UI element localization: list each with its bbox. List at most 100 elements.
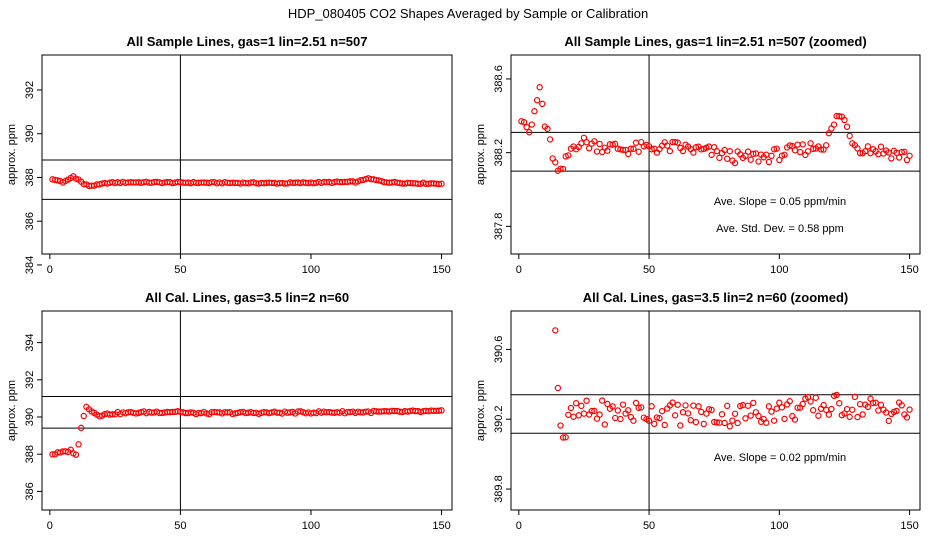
- data-point: [875, 407, 882, 414]
- data-point: [635, 148, 642, 155]
- panel-title: All Sample Lines, gas=1 lin=2.51 n=507: [127, 34, 368, 49]
- y-tick-label: 390: [24, 408, 36, 426]
- data-point: [625, 407, 632, 414]
- y-tick-label: 390: [24, 125, 36, 143]
- y-tick-label: 390.2: [493, 405, 505, 433]
- data-point: [833, 391, 840, 399]
- data-point: [630, 417, 637, 424]
- y-tick-label: 388.6: [493, 65, 505, 93]
- data-point: [794, 141, 801, 148]
- data-point: [744, 402, 752, 409]
- data-point: [799, 400, 806, 408]
- data-point: [614, 407, 622, 414]
- data-point: [674, 401, 681, 408]
- data-point: [687, 417, 694, 424]
- data-point: [700, 420, 707, 428]
- data-point: [809, 145, 817, 153]
- data-point: [708, 151, 715, 159]
- data-point: [666, 147, 674, 155]
- data-point: [843, 405, 851, 413]
- y-axis-label: approx. ppm: [475, 124, 487, 185]
- data-point: [695, 403, 702, 410]
- data-point: [812, 394, 819, 401]
- data-point: [523, 123, 530, 131]
- data-point: [846, 132, 853, 140]
- data-point: [544, 125, 551, 133]
- data-point: [804, 393, 812, 401]
- stat-annotation: Ave. Slope = 0.02 ppm/min: [714, 452, 846, 464]
- data-point: [851, 393, 859, 401]
- data-point: [435, 407, 443, 414]
- data-point: [658, 407, 666, 415]
- data-point: [713, 419, 721, 426]
- panel-sample-lines-zoomed: All Sample Lines, gas=1 lin=2.51 n=507 (…: [475, 34, 921, 276]
- data-point: [877, 143, 885, 150]
- data-point: [765, 158, 773, 166]
- data-point: [841, 116, 848, 124]
- data-point: [565, 152, 572, 159]
- data-point: [729, 417, 736, 424]
- data-point: [679, 408, 687, 416]
- stat-annotation: Ave. Slope = 0.05 ppm/min: [714, 196, 846, 208]
- data-point: [632, 399, 640, 407]
- data-point: [533, 97, 541, 104]
- data-point: [888, 155, 895, 162]
- data-point: [612, 140, 619, 148]
- data-point: [755, 158, 762, 165]
- data-point: [671, 412, 679, 419]
- y-tick-label: 392: [24, 371, 36, 389]
- y-axis-label: approx. ppm: [6, 124, 18, 185]
- data-point: [755, 412, 762, 420]
- data-point: [898, 402, 905, 409]
- data-point: [596, 140, 603, 148]
- stat-annotation: Ave. Std. Dev. = 0.58 ppm: [716, 223, 844, 235]
- data-point: [906, 406, 913, 413]
- x-tick-label: 150: [900, 520, 918, 532]
- data-point: [632, 139, 640, 146]
- panel-title: All Cal. Lines, gas=3.5 lin=2 n=60: [145, 290, 349, 305]
- x-tick-label: 150: [900, 264, 918, 276]
- data-point: [864, 143, 872, 150]
- data-point: [817, 146, 825, 153]
- data-point: [75, 441, 82, 448]
- data-point: [716, 154, 723, 162]
- series-points: [49, 173, 445, 190]
- data-point: [708, 406, 715, 414]
- x-tick-label: 100: [770, 264, 788, 276]
- data-point: [778, 404, 786, 411]
- data-point: [627, 145, 635, 152]
- data-point: [54, 177, 61, 184]
- data-point: [799, 141, 806, 148]
- data-point: [546, 136, 554, 143]
- data-point: [765, 403, 773, 410]
- data-point: [773, 405, 780, 412]
- data-point: [109, 411, 116, 418]
- data-point: [557, 165, 564, 173]
- data-point: [684, 410, 692, 417]
- data-point: [617, 415, 624, 423]
- x-tick-label: 150: [432, 264, 450, 276]
- data-point: [690, 149, 697, 156]
- panel-cal-lines: All Cal. Lines, gas=3.5 lin=2 n=60 0 50 100…: [6, 290, 453, 532]
- data-point: [869, 399, 877, 407]
- x-tick-label: 150: [432, 520, 450, 532]
- data-point: [705, 406, 713, 413]
- panel-title: All Cal. Lines, gas=3.5 lin=2 n=60 (zoom…: [583, 290, 849, 305]
- series-points: [49, 403, 445, 458]
- data-point: [580, 410, 588, 417]
- data-point: [575, 412, 582, 419]
- x-tick-label: 0: [47, 264, 53, 276]
- data-point: [786, 398, 793, 405]
- data-point: [562, 434, 569, 441]
- data-point: [630, 145, 637, 152]
- data-point: [96, 413, 103, 420]
- x-tick-label: 50: [643, 264, 655, 276]
- data-point: [828, 405, 835, 413]
- data-point: [854, 413, 861, 421]
- data-point: [601, 421, 608, 428]
- data-point: [570, 413, 577, 420]
- data-point: [862, 147, 869, 155]
- data-point: [609, 403, 616, 410]
- data-point: [781, 151, 788, 158]
- data-point: [825, 411, 833, 418]
